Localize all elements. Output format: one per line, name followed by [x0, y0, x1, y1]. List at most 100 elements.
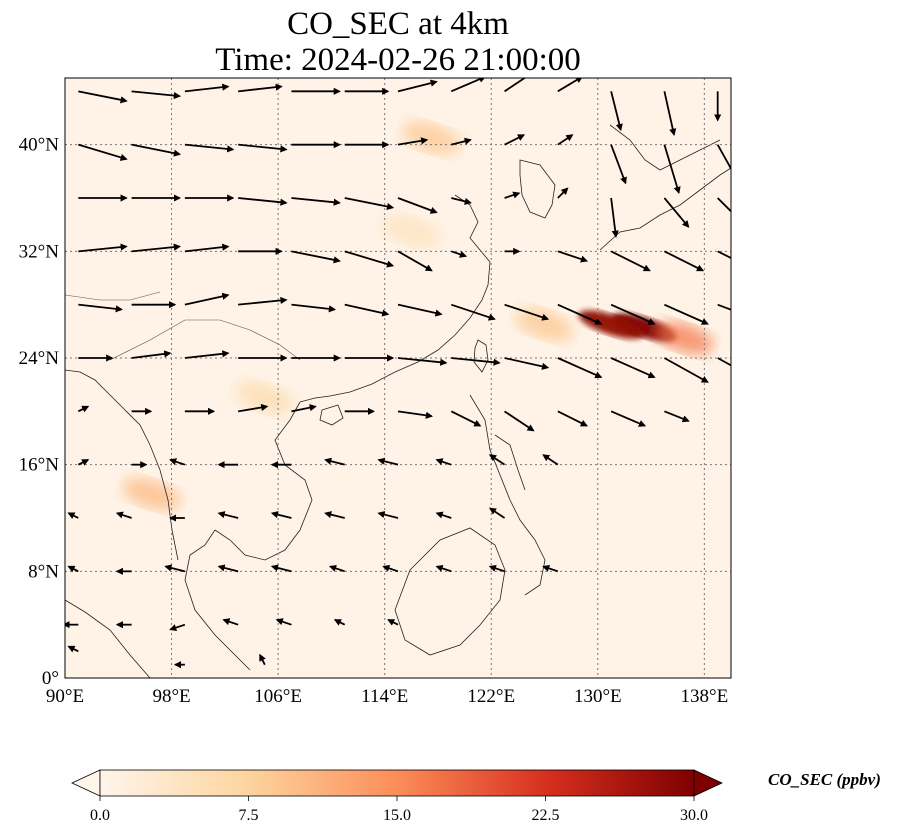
wind-arrow: [488, 564, 505, 573]
wind-arrow: [238, 83, 283, 93]
wind-arrow: [131, 350, 172, 359]
wind-arrow: [291, 404, 317, 413]
wind-arrow: [610, 91, 623, 132]
wind-arrow: [450, 410, 482, 427]
wind-arrow: [78, 243, 128, 253]
wind-arrow: [275, 618, 292, 626]
wind-arrow: [451, 357, 501, 366]
lat-tick-label: 0°: [42, 668, 59, 689]
wind-arrow: [67, 512, 79, 519]
wind-arrow: [270, 511, 292, 519]
wind-arrow: [131, 90, 182, 100]
lon-tick-label: 114°E: [361, 686, 408, 707]
wind-arrow: [77, 405, 90, 413]
wind-arrow: [504, 410, 535, 432]
graticule: [65, 78, 731, 678]
wind-arrow: [663, 357, 709, 383]
wind-arrow: [222, 618, 239, 626]
wind-arrow: [397, 357, 448, 366]
wind-vectors: [65, 78, 731, 669]
wind-arrow: [664, 303, 709, 325]
wind-arrow: [663, 250, 705, 272]
colorbar-label: CO_SEC (ppbv): [768, 770, 881, 789]
axis-ticks: 90°E 98°E 106°E 114°E 122°E 130°E 138°E 0° 8°N 16…: [19, 135, 729, 707]
co-plume: [515, 308, 574, 341]
colorbar-tick-label: 0.0: [90, 807, 110, 824]
wind-arrow: [450, 250, 468, 258]
wind-arrow: [504, 134, 526, 146]
wind-arrow: [270, 564, 292, 573]
wind-arrow: [557, 134, 574, 146]
lat-tick-label: 32°N: [19, 241, 60, 262]
lat-tick-label: 8°N: [28, 561, 59, 582]
coastlines: [65, 124, 731, 678]
wind-arrow: [717, 357, 731, 367]
wind-arrow: [610, 303, 656, 325]
wind-arrow: [610, 144, 627, 185]
wind-arrow: [610, 357, 656, 379]
wind-arrow: [557, 303, 603, 325]
lon-tick-label: 122°E: [467, 686, 515, 707]
co-plume: [382, 215, 441, 248]
wind-arrow: [397, 197, 438, 214]
wind-arrow: [717, 197, 731, 213]
co-plume: [578, 310, 644, 339]
wind-arrow: [328, 564, 346, 573]
wind-arrow: [259, 653, 266, 666]
wind-arrow: [663, 91, 677, 136]
map-subtitle-time: Time: 2024-02-26 21:00:00: [215, 42, 581, 78]
colorbar-gradient: [99, 769, 695, 797]
lon-tick-label: 90°E: [46, 686, 84, 707]
wind-arrow: [451, 197, 472, 205]
colorbar-extend-min: [71, 769, 101, 797]
wind-arrow: [397, 137, 429, 146]
wind-arrow: [397, 303, 443, 317]
wind-arrow: [184, 83, 230, 93]
wind-arrow: [169, 458, 186, 466]
co-plume: [655, 321, 714, 355]
colorbar: 0.0 7.5 15.0 22.5 30.0: [71, 769, 723, 824]
lat-tick-label: 16°N: [19, 455, 60, 476]
wind-arrow: [238, 143, 288, 153]
wind-arrow: [504, 191, 521, 199]
wind-arrow: [77, 459, 90, 466]
wind-arrow: [450, 78, 487, 93]
wind-arrow: [184, 143, 235, 153]
wind-arrow: [663, 144, 681, 195]
wind-arrow: [435, 458, 452, 466]
wind-arrow: [217, 564, 239, 573]
wind-arrow: [542, 564, 559, 573]
wind-arrow: [504, 78, 535, 93]
wind-arrow: [344, 197, 395, 211]
co-plume: [122, 477, 181, 511]
lon-tick-label: 106°E: [254, 686, 302, 707]
wind-arrow: [67, 565, 79, 573]
wind-arrow: [131, 143, 182, 157]
wind-arrow: [716, 144, 731, 171]
lat-tick-label: 24°N: [19, 348, 60, 369]
wind-arrow: [451, 137, 472, 146]
wind-arrow: [344, 250, 395, 268]
wind-arrow: [78, 303, 123, 313]
wind-arrow: [663, 197, 690, 228]
wind-arrow: [610, 197, 619, 238]
wind-arrow: [557, 187, 569, 199]
wind-arrow: [504, 303, 550, 321]
wind-arrow: [557, 250, 589, 263]
map-title: CO_SEC at 4km: [287, 6, 509, 42]
wind-arrow: [504, 357, 550, 370]
co-plume: [402, 121, 461, 155]
plot-area: [65, 78, 731, 678]
lon-tick-label: 130°E: [574, 686, 622, 707]
wind-arrow: [557, 78, 584, 93]
lat-tick-label: 40°N: [19, 135, 60, 156]
wind-arrow: [382, 564, 399, 573]
wind-arrow: [397, 79, 438, 93]
wind-arrow: [217, 511, 239, 519]
wind-arrow: [324, 511, 345, 519]
wind-arrow: [450, 303, 496, 321]
wind-arrow: [717, 250, 731, 259]
wind-arrow: [324, 457, 345, 466]
wind-arrow: [131, 243, 182, 253]
